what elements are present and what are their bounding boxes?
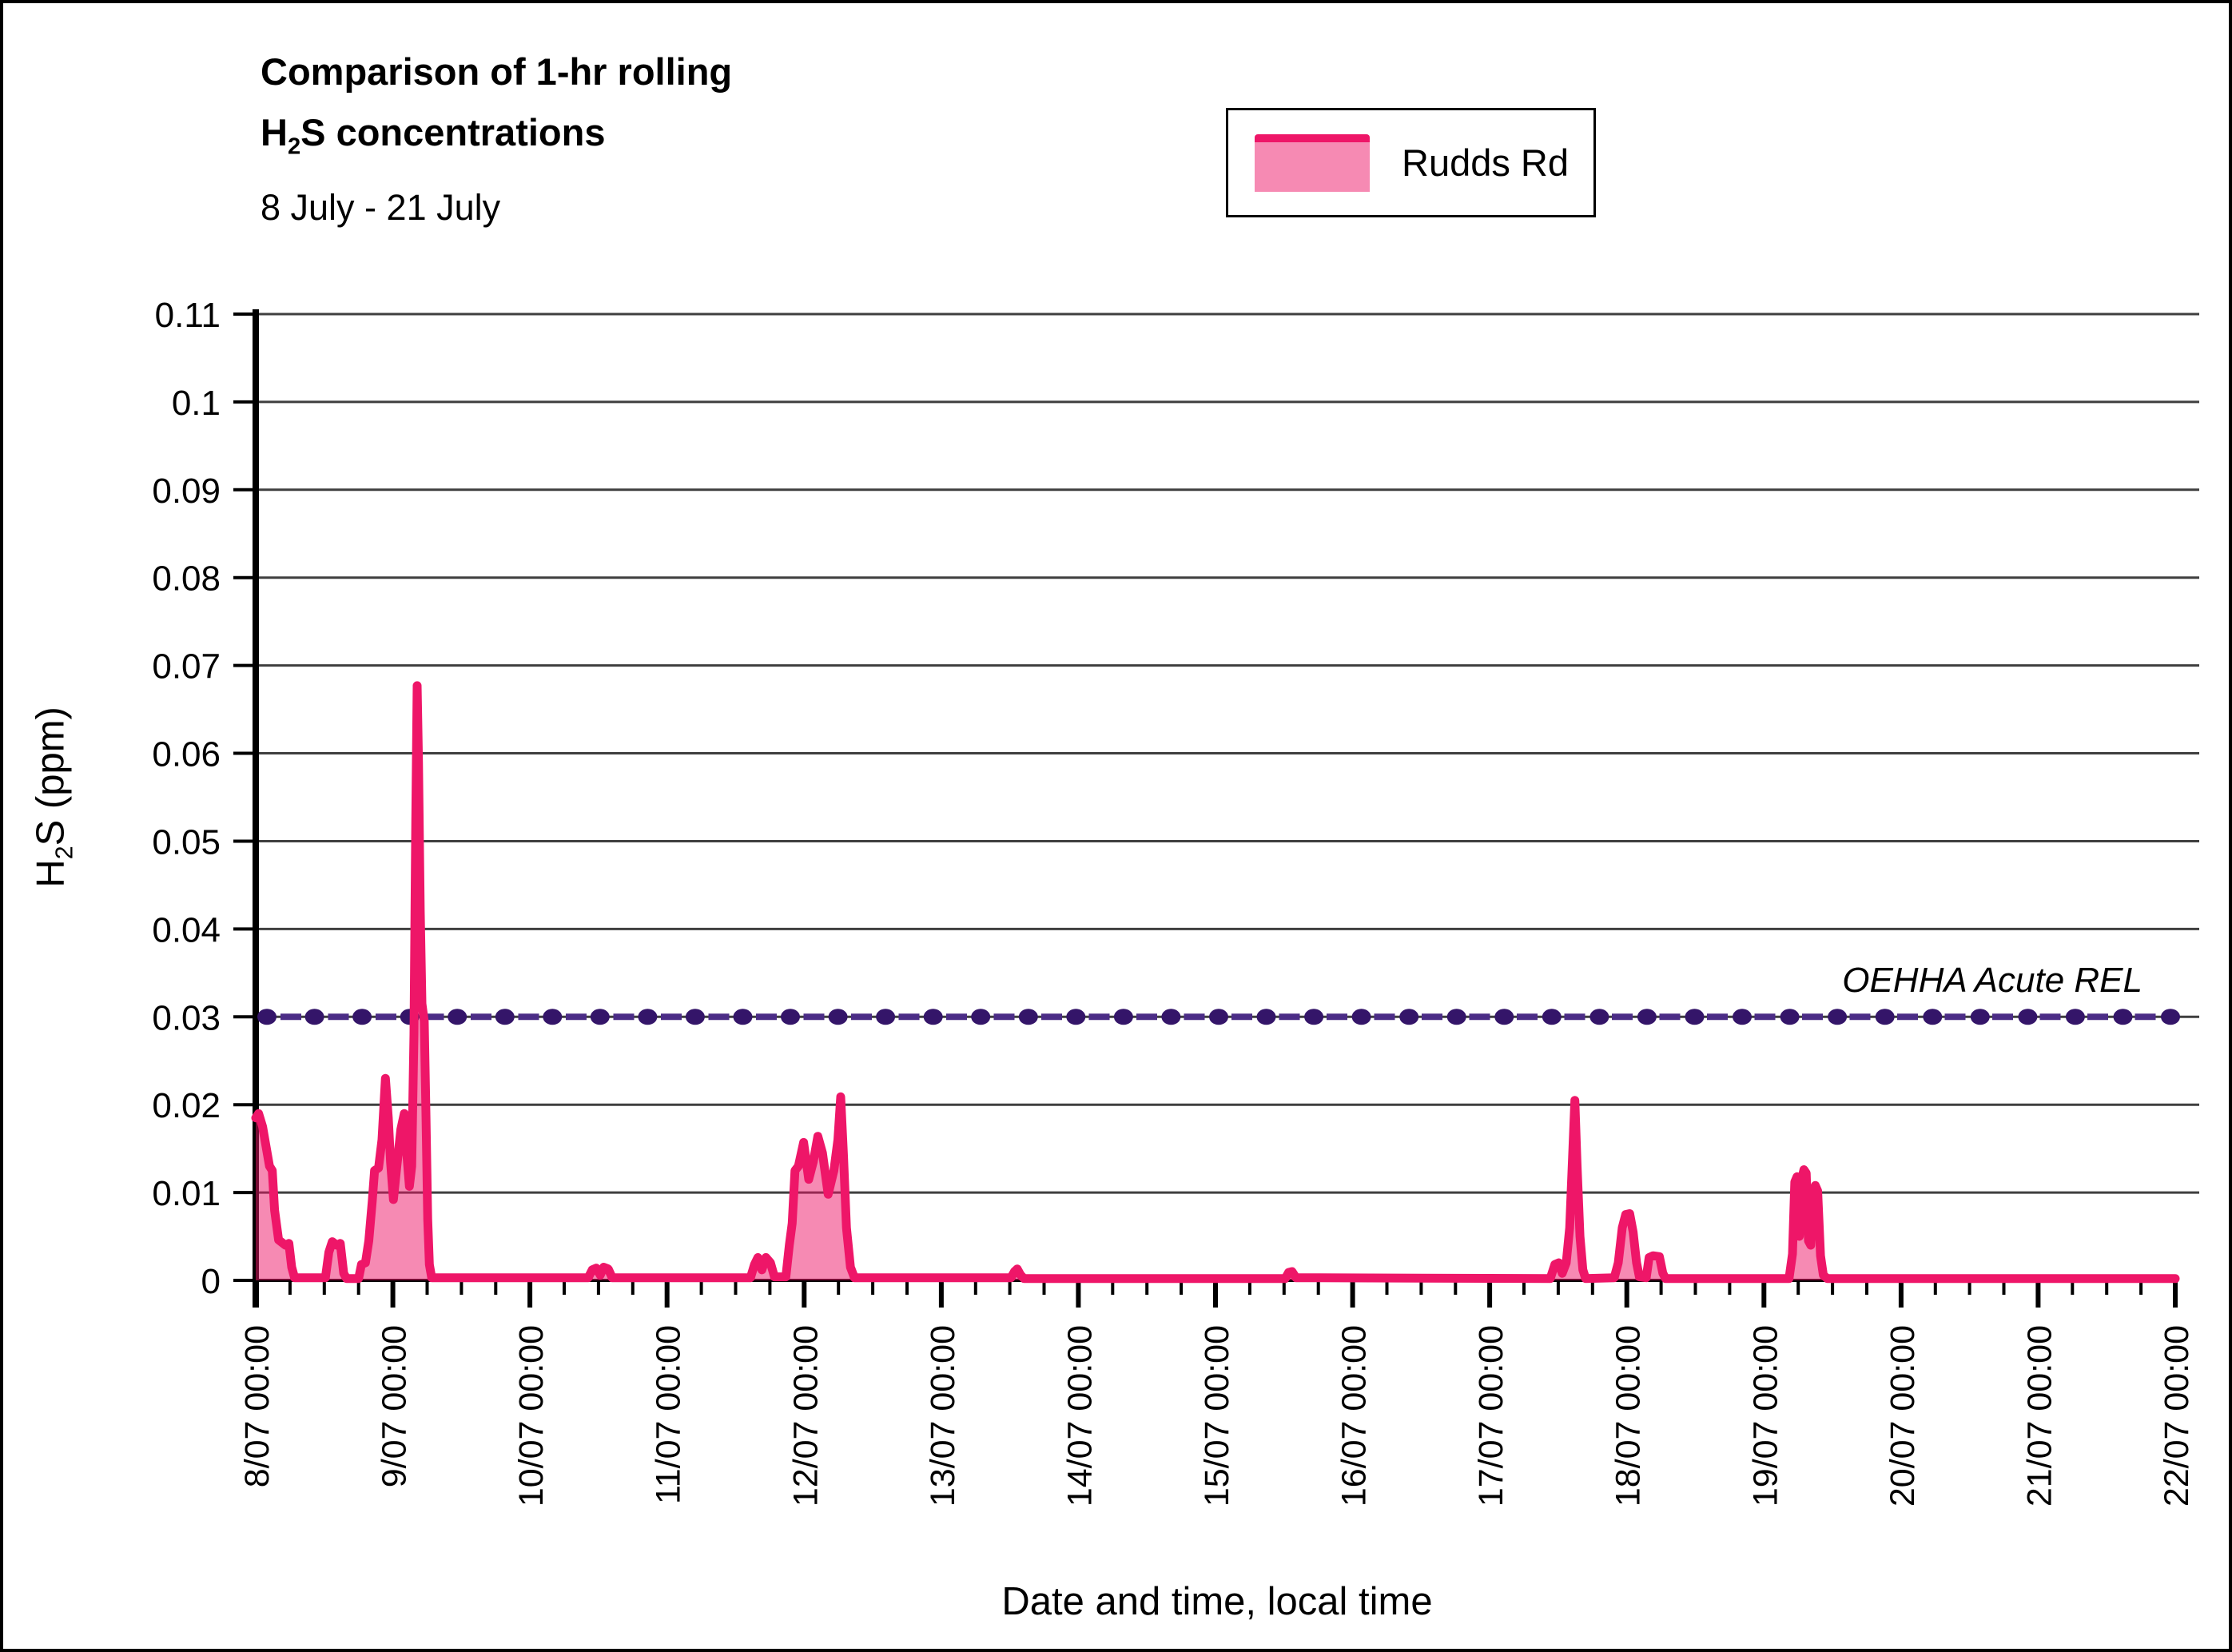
- ref-line-marker: [590, 1009, 610, 1025]
- ref-line-marker: [1494, 1009, 1514, 1025]
- ref-line-marker: [543, 1009, 563, 1025]
- x-axis-title: Date and time, local time: [1001, 1580, 1433, 1623]
- ref-line-marker: [733, 1009, 753, 1025]
- y-tick-label: 0: [201, 1262, 221, 1301]
- plot-area: 0 0.01 0.02 0.03 0.04 0.05 0.06 0.07 0.08 0.09 0.1…: [152, 296, 2199, 1507]
- ref-line-marker: [1875, 1009, 1895, 1025]
- ref-line-marker: [1113, 1009, 1133, 1025]
- ref-line-marker: [304, 1009, 324, 1025]
- x-tick-label: 10/07 00:00: [512, 1325, 551, 1507]
- ref-line-marker: [1970, 1009, 1990, 1025]
- ref-line-marker: [2161, 1009, 2180, 1025]
- ref-line-marker: [1589, 1009, 1609, 1025]
- ref-line-marker: [923, 1009, 943, 1025]
- ref-line-marker: [876, 1009, 896, 1025]
- y-tick-label: 0.05: [152, 823, 221, 862]
- ref-line-marker: [1542, 1009, 1562, 1025]
- ref-line-marker: [1828, 1009, 1848, 1025]
- ref-line-marker: [1733, 1009, 1752, 1025]
- y-tick-label: 0.06: [152, 735, 221, 774]
- y-tick-label: 0.11: [155, 296, 221, 335]
- y-tick-label: 0.09: [152, 472, 221, 511]
- y-tick-label: 0.02: [152, 1086, 221, 1125]
- ref-line-marker: [2065, 1009, 2085, 1025]
- legend-label: Rudds Rd: [1402, 141, 1569, 184]
- ref-line-marker: [2018, 1009, 2038, 1025]
- y-axis-title: H2S (ppm): [29, 707, 78, 888]
- ref-line-marker: [1209, 1009, 1228, 1025]
- ref-line-marker: [352, 1009, 372, 1025]
- chart-title-line2: H2S concentrations: [261, 111, 606, 160]
- legend: Rudds Rd: [1226, 108, 1596, 217]
- x-tick-label: 17/07 00:00: [1472, 1325, 1510, 1507]
- x-tick-label: 22/07 00:00: [2158, 1325, 2196, 1507]
- ref-line-label: OEHHA Acute REL: [1842, 961, 2142, 1000]
- ref-line-marker: [971, 1009, 991, 1025]
- ref-line-marker: [257, 1009, 277, 1025]
- y-tick-label: 0.04: [152, 910, 221, 949]
- ref-line-marker: [1446, 1009, 1466, 1025]
- ref-line-marker: [1637, 1009, 1657, 1025]
- chart-subtitle: 8 July - 21 July: [261, 187, 501, 228]
- x-tick-label: 16/07 00:00: [1335, 1325, 1374, 1507]
- x-tick-label: 14/07 00:00: [1060, 1325, 1099, 1507]
- x-tick-label: 13/07 00:00: [924, 1325, 962, 1507]
- series-line-rudds-rd: [251, 681, 2180, 1284]
- x-tick-label: 20/07 00:00: [1884, 1325, 1922, 1507]
- ref-line-marker: [638, 1009, 658, 1025]
- ref-line-marker: [1304, 1009, 1324, 1025]
- x-tick-label: 9/07 00:00: [376, 1325, 414, 1487]
- x-tick-label: 8/07 00:00: [238, 1325, 277, 1487]
- ref-line-marker: [1923, 1009, 1943, 1025]
- x-tick-label: 11/07 00:00: [650, 1325, 688, 1504]
- y-tick-label: 0.07: [152, 647, 221, 687]
- y-tick-label: 0.08: [152, 559, 221, 599]
- ref-line-marker: [1161, 1009, 1181, 1025]
- ref-line-marker: [448, 1009, 467, 1025]
- ref-line-marker: [1780, 1009, 1800, 1025]
- y-tick-label: 0.03: [152, 998, 221, 1037]
- ref-line-marker: [1066, 1009, 1086, 1025]
- ref-line-marker: [1256, 1009, 1276, 1025]
- x-tick-label: 21/07 00:00: [2020, 1325, 2059, 1507]
- x-tick-label: 18/07 00:00: [1609, 1325, 1648, 1507]
- ref-line-marker: [685, 1009, 705, 1025]
- chart-title: Comparison of 1-hr rolling H2S concentra…: [261, 42, 732, 177]
- ref-line-marker: [1685, 1009, 1705, 1025]
- ref-line-marker: [828, 1009, 848, 1025]
- ref-line-marker: [1399, 1009, 1419, 1025]
- legend-swatch-rudds-rd: [1255, 133, 1370, 192]
- ref-line-marker: [1018, 1009, 1038, 1025]
- y-tick-label: 0.1: [172, 384, 221, 423]
- x-tick-label: 12/07 00:00: [786, 1325, 825, 1507]
- x-tick-label: 19/07 00:00: [1746, 1325, 1784, 1507]
- ref-line-marker: [1351, 1009, 1371, 1025]
- chart-title-line1: Comparison of 1-hr rolling: [261, 50, 733, 93]
- ref-line-marker: [2113, 1009, 2133, 1025]
- x-tick-label: 15/07 00:00: [1198, 1325, 1236, 1507]
- y-tick-label: 0.01: [152, 1174, 221, 1213]
- ref-line-marker: [781, 1009, 800, 1025]
- ref-line-marker: [495, 1009, 515, 1025]
